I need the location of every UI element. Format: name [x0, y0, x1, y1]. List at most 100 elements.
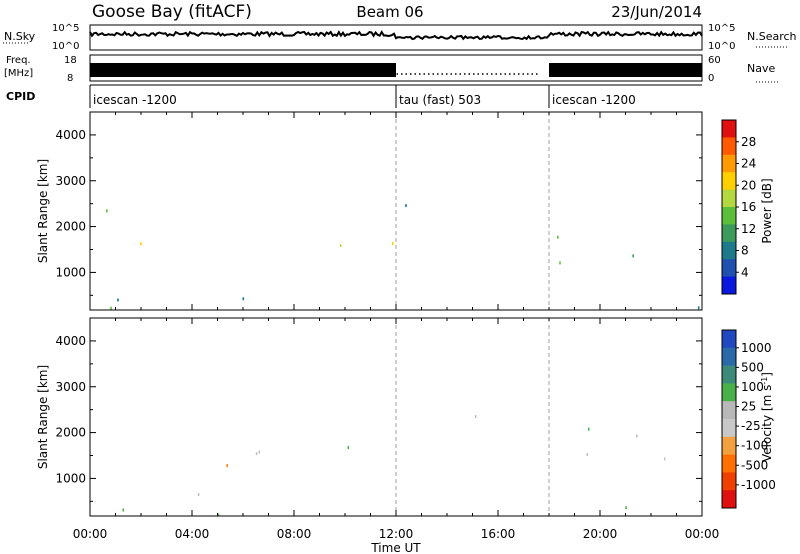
power-cell-4-1 [392, 242, 394, 246]
velocity-colorbar-swatch-8 [722, 472, 736, 491]
power-y-tick-1: 2000 [55, 220, 86, 234]
power-cell-9-4 [242, 297, 245, 301]
power-panel: 1000 2000 3000 4000 Slant Range [km] [36, 111, 703, 311]
freq-right-tick-top: 60 [708, 55, 721, 66]
x-tick-0: 00:00 [73, 527, 108, 541]
power-colorbar-swatch-0 [722, 120, 736, 138]
beam-title: Beam 06 [356, 3, 423, 21]
velocity-cell-2-0 [197, 493, 200, 497]
power-cell-9-2 [697, 306, 700, 310]
power-colorbar-label: Power [dB] [760, 178, 774, 243]
power-cell-4-0 [339, 244, 342, 247]
power-colorbar: 28 24 20 16 12 8 4 [721, 119, 756, 295]
velocity-colorbar-swatch-3 [722, 383, 736, 402]
velocity-colorbar-tick-2: 100 [741, 380, 764, 394]
velocity-cell-4-1 [347, 446, 350, 450]
frequency-trace [90, 63, 702, 77]
velocity-cell-6-0 [474, 415, 477, 418]
velocity-cell-1-0 [226, 464, 228, 468]
noise-left-tick-top: 10^5 [52, 23, 79, 34]
velocity-colorbar-swatch-7 [722, 454, 736, 473]
frequency-band-1 [549, 63, 702, 77]
power-cell-9-0 [117, 298, 119, 302]
noise-right-tick-top: 10^5 [708, 23, 735, 34]
velocity-colorbar-swatch-0 [722, 330, 736, 349]
power-colorbar-tick-1: 24 [741, 157, 756, 171]
velocity-colorbar-swatch-1 [722, 347, 736, 367]
power-y-tick-0: 1000 [55, 265, 86, 279]
velocity-y-label: Slant Range [km] [36, 365, 50, 469]
velocity-cell-9-1 [217, 513, 220, 517]
freq-label-line2: [MHz] [4, 68, 33, 79]
power-y-tick-3: 4000 [55, 128, 86, 142]
power-cell-7-0 [632, 254, 634, 258]
velocity-colorbar-tick-7: -1000 [741, 478, 776, 492]
velocity-cell-7-0 [663, 457, 666, 461]
power-y-tick-2: 3000 [55, 174, 86, 188]
freq-left-tick-bottom: 8 [67, 73, 73, 84]
noise-sky-trace [89, 30, 703, 41]
velocity-y-tick-0: 1000 [55, 471, 86, 485]
noise-right-label: N.Search [747, 30, 797, 43]
power-colorbar-swatch-2 [722, 154, 736, 173]
cpid-label: CPID [6, 90, 35, 103]
frequency-panel: Freq. [MHz] 18 8 60 0 Nave [4, 54, 780, 84]
x-tick-3: 12:00 [379, 527, 414, 541]
power-colorbar-tick-4: 12 [741, 222, 756, 236]
velocity-y-tick-2: 3000 [55, 380, 86, 394]
x-tick-1: 04:00 [175, 527, 210, 541]
power-colorbar-swatch-4 [722, 189, 736, 208]
velocity-colorbar-tick-5: -100 [741, 439, 768, 453]
power-cell-6-0 [405, 204, 407, 208]
power-colorbar-swatch-6 [722, 224, 736, 243]
frequency-band-0 [90, 63, 396, 77]
power-colorbar-swatch-8 [722, 259, 736, 278]
power-colorbar-tick-0: 28 [741, 135, 756, 149]
velocity-y-tick-1: 2000 [55, 426, 86, 440]
power-cell-3-0 [106, 209, 108, 213]
velocity-colorbar-swatch-9 [722, 490, 736, 509]
velocity-colorbar-tick-0: 1000 [741, 341, 772, 355]
power-colorbar-tick-2: 20 [741, 178, 756, 192]
velocity-cell-9-4 [122, 508, 125, 512]
velocity-colorbar-swatch-6 [722, 436, 736, 456]
power-cell-0-1 [140, 242, 142, 246]
velocity-colorbar-tick-6: -500 [741, 458, 768, 472]
power-colorbar-swatch-1 [722, 137, 736, 156]
velocity-colorbar-label: Velocity [m s-1] [760, 372, 775, 462]
velocity-cell-7-1 [586, 453, 588, 457]
x-tick-5: 20:00 [583, 527, 618, 541]
noise-left-label: N.Sky [4, 30, 36, 43]
power-cell-9-3 [110, 306, 112, 310]
cpid-segment-1: tau (fast) 503 [399, 93, 481, 107]
freq-label-line1: Freq. [6, 55, 31, 66]
freq-left-tick-top: 18 [64, 55, 77, 66]
nave-label: Nave [747, 62, 775, 75]
noise-panel: N.Sky 10^5 10^0 10^5 10^0 N.Search [3, 23, 797, 52]
power-colorbar-swatch-9 [722, 276, 736, 295]
velocity-panel: 1000 2000 3000 4000 Slant Range [km] [36, 317, 703, 517]
velocity-cell-8-0 [587, 427, 590, 431]
velocity-colorbar-tick-1: 500 [741, 360, 764, 374]
power-colorbar-swatch-7 [722, 241, 736, 260]
cpid-segment-0: icescan -1200 [93, 93, 177, 107]
velocity-colorbar: 1000 500 100 25 -25 -100 -500 -1000 [721, 329, 776, 509]
power-colorbar-swatch-3 [722, 172, 736, 191]
cpid-segment-2: icescan -1200 [552, 93, 636, 107]
noise-right-tick-bottom: 10^0 [708, 41, 735, 52]
power-y-label: Slant Range [km] [36, 159, 50, 263]
velocity-cell-8-1 [636, 434, 638, 438]
power-cell-8-1 [557, 235, 559, 239]
freq-right-tick-bottom: 0 [708, 73, 714, 84]
x-tick-4: 16:00 [481, 527, 516, 541]
x-tick-2: 08:00 [277, 527, 312, 541]
velocity-cell-0-2 [255, 452, 258, 456]
x-tick-6: 00:00 [685, 527, 720, 541]
noise-left-tick-bottom: 10^0 [52, 41, 79, 52]
station-title: Goose Bay (fitACF) [92, 2, 252, 22]
power-colorbar-tick-6: 4 [741, 265, 749, 279]
velocity-colorbar-tick-3: 25 [741, 400, 756, 414]
velocity-colorbar-tick-4: -25 [741, 419, 761, 433]
velocity-cell-0-1 [258, 450, 261, 454]
